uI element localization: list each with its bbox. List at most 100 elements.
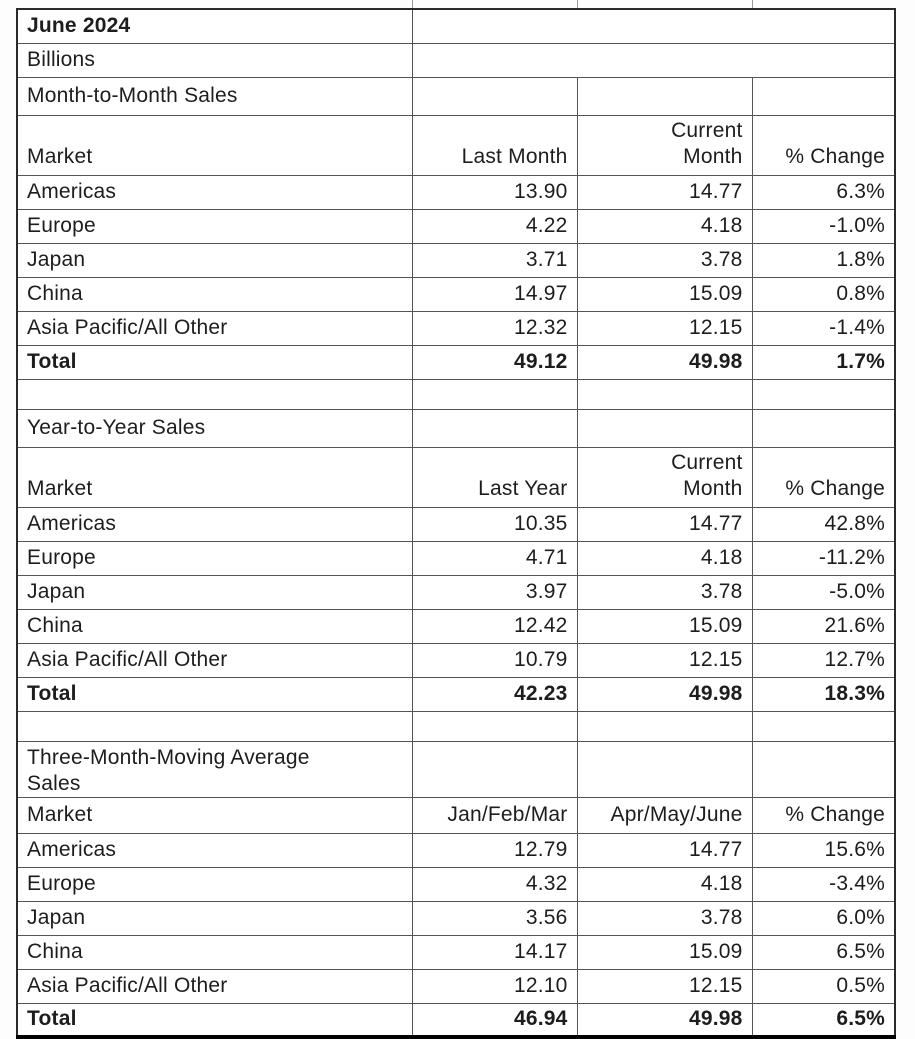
section-title-row-three-month-moving-average-sales: Three-Month-Moving Average Sales <box>16 740 896 798</box>
empty-cell <box>16 710 413 742</box>
percent-change-cell: 21.6% <box>751 608 896 644</box>
market-cell: Europe <box>16 540 413 576</box>
current-value-cell: 15.09 <box>576 276 753 312</box>
market-row-japan: Japan 3.71 3.78 1.8% <box>16 242 896 278</box>
percent-change-cell: -11.2% <box>751 540 896 576</box>
current-value-cell: 12.15 <box>576 642 753 678</box>
total-current-value-cell: 49.98 <box>576 344 753 380</box>
percent-change-cell: 6.3% <box>751 174 896 210</box>
column-header-change: % Change <box>751 114 896 176</box>
column-header-row: Market Last Month Current Month% Change <box>16 114 896 176</box>
percent-change-cell: 0.5% <box>751 968 896 1004</box>
market-cell: Americas <box>16 174 413 210</box>
column-header-apr-may-june: Apr/May/June <box>576 796 753 834</box>
prior-value-cell: 3.97 <box>411 574 578 610</box>
column-header-change: % Change <box>751 796 896 834</box>
market-cell: Asia Pacific/All Other <box>16 310 413 346</box>
current-value-cell: 3.78 <box>576 900 753 936</box>
prior-value-cell: 10.79 <box>411 642 578 678</box>
percent-change-cell: 12.7% <box>751 642 896 678</box>
report-period: June 2024 <box>16 8 413 44</box>
market-row-china: China 12.42 15.09 21.6% <box>16 608 896 644</box>
percent-change-cell: 0.8% <box>751 276 896 312</box>
section-title: Year-to-Year Sales <box>16 408 413 448</box>
total-label-cell: Total <box>16 344 413 380</box>
percent-change-cell: -1.0% <box>751 208 896 244</box>
prior-value-cell: 12.79 <box>411 832 578 868</box>
market-cell: Japan <box>16 900 413 936</box>
column-header-last-month: Last Month <box>411 114 578 176</box>
percent-change-cell: 6.0% <box>751 900 896 936</box>
empty-cell <box>751 378 896 410</box>
market-row-asia-pacific-all-other: Asia Pacific/All Other 10.79 12.15 12.7% <box>16 642 896 678</box>
empty-cell <box>751 740 896 798</box>
market-cell: Asia Pacific/All Other <box>16 642 413 678</box>
market-row-americas: Americas 13.90 14.77 6.3% <box>16 174 896 210</box>
current-value-cell: 14.77 <box>576 174 753 210</box>
column-header-current-month: Current Month <box>576 114 753 176</box>
market-cell: Europe <box>16 866 413 902</box>
current-value-cell: 4.18 <box>576 540 753 576</box>
prior-value-cell: 4.32 <box>411 866 578 902</box>
current-value-cell: 4.18 <box>576 866 753 902</box>
sales-table: June 2024 Billions Month-to-Month Sales M… <box>16 8 896 1039</box>
percent-change-cell: 6.5% <box>751 934 896 970</box>
total-prior-value-cell: 49.12 <box>411 344 578 380</box>
column-header-market: Market <box>16 114 413 176</box>
section-title-row-month-to-month-sales: Month-to-Month Sales <box>16 76 896 116</box>
spacer-row <box>16 710 896 742</box>
section-title: Three-Month-Moving Average Sales <box>16 740 413 798</box>
current-value-cell: 12.15 <box>576 310 753 346</box>
market-row-china: China 14.17 15.09 6.5% <box>16 934 896 970</box>
empty-merged-cell <box>411 8 896 44</box>
percent-change-cell: -5.0% <box>751 574 896 610</box>
empty-cell <box>411 408 578 448</box>
report-units: Billions <box>16 42 413 78</box>
market-row-asia-pacific-all-other: Asia Pacific/All Other 12.10 12.15 0.5% <box>16 968 896 1004</box>
market-cell: Japan <box>16 242 413 278</box>
prior-value-cell: 14.17 <box>411 934 578 970</box>
market-cell: Americas <box>16 832 413 868</box>
column-header-current-month: Current Month <box>576 446 753 508</box>
total-percent-change-cell: 1.7% <box>751 344 896 380</box>
percent-change-cell: 15.6% <box>751 832 896 868</box>
market-row-japan: Japan 3.97 3.78 -5.0% <box>16 574 896 610</box>
prior-value-cell: 4.22 <box>411 208 578 244</box>
current-value-cell: 15.09 <box>576 934 753 970</box>
market-cell: Asia Pacific/All Other <box>16 968 413 1004</box>
empty-cell <box>751 408 896 448</box>
percent-change-cell: -1.4% <box>751 310 896 346</box>
cropped-gridline-tick <box>412 0 413 8</box>
total-percent-change-cell: 18.3% <box>751 676 896 712</box>
current-value-cell: 3.78 <box>576 574 753 610</box>
empty-cell <box>16 378 413 410</box>
prior-value-cell: 4.71 <box>411 540 578 576</box>
prior-value-cell: 12.32 <box>411 310 578 346</box>
total-prior-value-cell: 42.23 <box>411 676 578 712</box>
column-header-last-year: Last Year <box>411 446 578 508</box>
prior-value-cell: 12.10 <box>411 968 578 1004</box>
market-cell: Americas <box>16 506 413 542</box>
empty-cell <box>411 740 578 798</box>
empty-cell <box>751 710 896 742</box>
report-units-row: Billions <box>16 42 896 78</box>
prior-value-cell: 3.56 <box>411 900 578 936</box>
percent-change-cell: 1.8% <box>751 242 896 278</box>
current-value-cell: 15.09 <box>576 608 753 644</box>
empty-cell <box>576 710 753 742</box>
prior-value-cell: 14.97 <box>411 276 578 312</box>
total-row: Total 42.23 49.98 18.3% <box>16 676 896 712</box>
total-label-cell: Total <box>16 1002 413 1038</box>
market-row-europe: Europe 4.22 4.18 -1.0% <box>16 208 896 244</box>
empty-cell <box>576 76 753 116</box>
market-cell: Europe <box>16 208 413 244</box>
market-row-europe: Europe 4.32 4.18 -3.4% <box>16 866 896 902</box>
market-row-americas: Americas 12.79 14.77 15.6% <box>16 832 896 868</box>
market-row-china: China 14.97 15.09 0.8% <box>16 276 896 312</box>
column-header-change: % Change <box>751 446 896 508</box>
empty-cell <box>576 408 753 448</box>
total-current-value-cell: 49.98 <box>576 676 753 712</box>
market-row-americas: Americas 10.35 14.77 42.8% <box>16 506 896 542</box>
spacer-row <box>16 378 896 410</box>
